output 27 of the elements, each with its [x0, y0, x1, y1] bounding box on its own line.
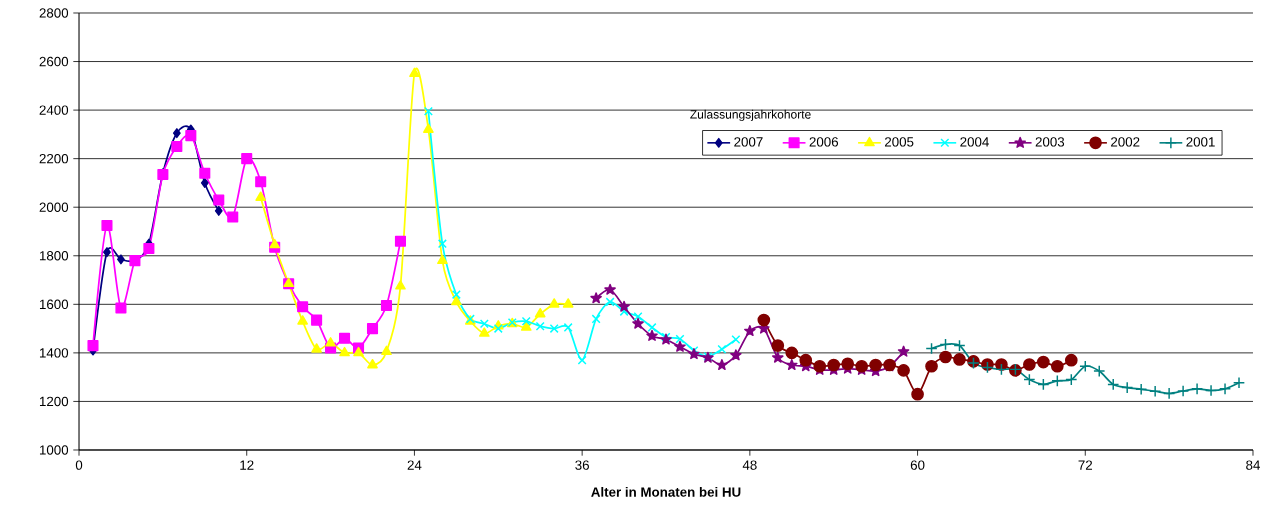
x-tick-label: 0	[75, 460, 83, 470]
y-tick-label: 2200	[39, 153, 69, 164]
x-tick-label: 60	[910, 460, 925, 470]
y-tick-label: 1200	[39, 396, 69, 407]
legend-label: 2005	[884, 137, 914, 147]
legend-title: Zulassungsjahrkohorte	[690, 109, 811, 122]
y-tick-label: 1800	[39, 251, 69, 261]
y-tick-label: 2600	[39, 56, 69, 67]
x-tick-label: 72	[1078, 460, 1093, 470]
x-tick-label: 84	[1246, 460, 1261, 470]
legend-label: 2007	[734, 137, 763, 147]
y-tick-label: 2000	[39, 202, 69, 212]
x-tick-label: 24	[407, 460, 422, 470]
x-axis-title: Alter in Monaten bei HU	[591, 486, 741, 497]
legend-label: 2006	[809, 137, 839, 147]
y-tick-label: 1000	[39, 445, 69, 455]
y-tick-label: 2800	[39, 8, 69, 18]
legend-label: 2003	[1035, 137, 1065, 147]
legend-label: 2004	[960, 137, 989, 147]
legend-label: 2001	[1186, 137, 1215, 147]
x-tick-label: 12	[240, 460, 254, 470]
x-tick-label: 48	[742, 460, 757, 470]
y-tick-label: 1400	[39, 348, 69, 358]
y-tick-label: 2400	[39, 105, 69, 115]
y-tick-label: 1600	[39, 299, 69, 310]
x-tick-label: 36	[575, 460, 589, 470]
legend-label: 2002	[1111, 137, 1140, 147]
